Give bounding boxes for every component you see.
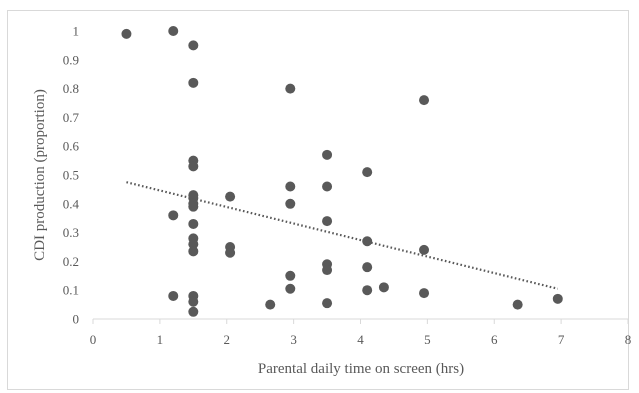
data-point	[121, 28, 132, 39]
x-tick-label: 4	[357, 332, 364, 347]
data-point	[285, 270, 296, 281]
data-point	[362, 167, 373, 178]
data-point	[188, 77, 199, 88]
data-point	[188, 201, 199, 212]
y-tick-label: 0.9	[63, 52, 79, 67]
data-point	[285, 283, 296, 294]
x-tick-label: 7	[558, 332, 565, 347]
x-tick-label: 5	[424, 332, 431, 347]
y-tick-label: 0.1	[63, 283, 79, 298]
data-point	[378, 282, 389, 293]
y-axis-title: CDI production (proportion)	[32, 89, 48, 261]
y-tick-label: 0.2	[63, 254, 79, 269]
data-point	[188, 161, 199, 172]
data-point	[285, 181, 296, 192]
data-point	[168, 290, 179, 301]
data-point	[168, 26, 179, 36]
data-point	[362, 236, 373, 247]
data-point	[552, 293, 563, 304]
data-point	[322, 149, 333, 160]
y-tick-label: 0.7	[63, 110, 80, 125]
axes: 0 1 2 3 4 5 6 7 8 0 0.1 0.2 0.3 0.4 0.5 0.6 0.7 0.8 0.9 1	[63, 24, 632, 348]
x-axis-title: Parental daily time on screen (hrs)	[258, 361, 464, 377]
data-point	[225, 191, 236, 202]
y-tick-label: 1	[73, 24, 80, 39]
data-point	[322, 181, 333, 192]
data-point	[168, 210, 179, 221]
chart-frame	[7, 10, 629, 390]
data-point	[188, 306, 199, 317]
y-tick-label: 0.5	[63, 168, 79, 183]
data-point	[322, 216, 333, 227]
x-tick-label: 2	[224, 332, 231, 347]
x-tick-label: 8	[625, 332, 632, 347]
data-point	[188, 40, 199, 51]
data-point	[322, 298, 333, 309]
x-tick-label: 3	[290, 332, 297, 347]
data-point	[322, 265, 333, 276]
y-tick-label: 0.3	[63, 225, 79, 240]
y-tick-label: 0.8	[63, 81, 79, 96]
data-point	[512, 299, 523, 310]
x-tick-label: 0	[90, 332, 97, 347]
data-point	[419, 288, 430, 299]
data-point	[188, 296, 199, 307]
y-tick-label: 0	[73, 312, 80, 327]
data-point	[188, 239, 199, 250]
y-tick-label: 0.4	[63, 196, 80, 211]
data-point	[419, 244, 430, 255]
data-point	[362, 262, 373, 273]
data-point	[285, 198, 296, 209]
data-point	[225, 247, 236, 258]
data-point	[265, 299, 276, 310]
data-point	[362, 285, 373, 296]
data-point	[419, 95, 430, 106]
y-tick-label: 0.6	[63, 139, 80, 154]
data-points	[121, 26, 563, 317]
x-tick-label: 1	[157, 332, 164, 347]
data-point	[188, 218, 199, 229]
data-point	[285, 83, 296, 94]
data-point	[188, 246, 199, 257]
x-tick-label: 6	[491, 332, 498, 347]
